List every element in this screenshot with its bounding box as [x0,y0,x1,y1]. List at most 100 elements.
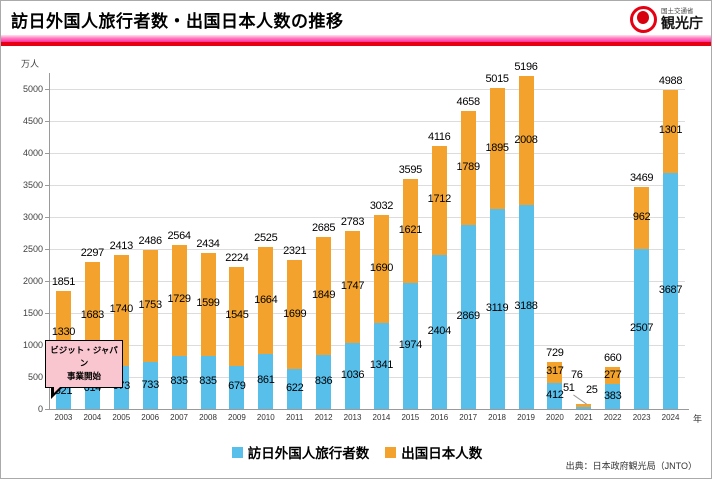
y-tick-label: 4000 [22,148,43,158]
departures-label: 1740 [109,303,134,316]
bar-segment-departures [547,362,563,383]
visitors-label: 1341 [369,359,394,372]
x-tick-label: 2011 [286,413,304,422]
gridline [49,377,685,378]
total-label: 1851 [51,275,76,288]
departures-label: 1690 [369,262,394,275]
bar-segment-visitors [373,323,389,409]
y-tick-label: 4500 [22,116,43,126]
bar-segment-departures [373,215,389,324]
x-tick-label: 2024 [661,413,680,422]
visitors-label: 836 [314,375,333,388]
x-tick-label: 2006 [141,413,160,422]
departures-label: 962 [632,210,651,223]
total-label: 2413 [109,239,134,252]
bar-segment-departures [634,186,650,249]
bar-segment-departures [431,145,447,256]
bar-segment-departures [316,237,332,356]
departures-label: 1599 [196,297,220,310]
y-tick-label: 2500 [22,244,43,254]
bar-segment-departures [576,404,592,408]
bar-segment-visitors [345,342,361,409]
departures-label: 1729 [167,293,191,306]
bar-segment-departures [200,253,216,356]
bar-segment-departures [142,249,158,363]
bar-segment-visitors [460,225,476,409]
departures-label: 1301 [658,124,683,137]
bar-segment-departures [229,266,245,366]
departures-label: 1712 [427,193,452,206]
visitors-label: 1974 [398,338,423,351]
x-tick-label: 2005 [112,413,131,422]
bar-segment-departures [663,89,679,174]
total-label: 2564 [167,229,191,242]
bar-segment-visitors [402,282,418,409]
visitors-label: 383 [603,389,622,402]
y-tick-mark [45,153,49,154]
visitors-label: 3687 [658,284,683,297]
total-label: 3595 [398,163,423,176]
total-label: 4988 [658,74,683,87]
visitors-label: 835 [199,375,217,388]
bar-segment-visitors [229,365,245,409]
departures-label: 277 [603,368,622,381]
legend-label-visitors: 訪日外国人旅行者数 [247,446,370,461]
y-tick-label: 3000 [22,212,43,222]
agency-logo-icon [630,6,657,33]
y-axis-unit-label: 万人 [21,59,40,69]
total-label: 5015 [485,73,509,86]
total-label: 2321 [283,245,307,258]
x-tick-label: 2022 [603,413,622,422]
x-tick-label: 2020 [546,413,564,422]
x-tick-label: 2013 [343,413,362,422]
title-underline-red [1,42,711,46]
title-underline-pink [1,35,711,42]
bar-segment-visitors [316,355,332,409]
departures-label: 317 [546,365,564,378]
gridline [49,313,685,314]
y-tick-mark [45,185,49,186]
total-label: 4658 [456,95,481,108]
departures-label: 1545 [225,309,249,322]
x-tick-label: 2012 [314,413,333,422]
departures-label: 1330 [51,326,76,339]
gridline [49,121,685,122]
visitors-label: 2404 [427,325,452,338]
x-tick-label: 2023 [632,413,651,422]
visitors-label: 412 [546,388,564,401]
total-label: 4116 [428,130,451,143]
visitors-swatch-icon [231,446,243,458]
visitors-label: 2869 [456,310,481,323]
source-note: 出典：日本政府観光局（JNTO） [565,461,697,471]
bar-segment-visitors [576,407,592,409]
total-label: 2297 [80,246,105,259]
departures-label: 51 [562,382,575,395]
bar-segment-visitors [171,355,187,409]
bar-segment-departures [287,260,303,370]
y-tick-label: 1000 [22,340,43,350]
bar-segment-visitors [663,173,679,409]
visitors-label: 25 [585,384,598,397]
visitors-label: 3188 [514,299,538,312]
visitors-label: 679 [228,380,246,393]
y-tick-label: 1500 [22,308,43,318]
logo-ministry-text: 国土交通省 [661,7,694,15]
gridline [49,345,685,346]
visitors-label: 2507 [629,321,654,334]
bar-segment-visitors [605,384,621,409]
total-label: 2434 [196,238,220,251]
agency-logo: 国土交通省 観光庁 [630,6,703,33]
bar-segment-visitors [518,204,534,409]
departures-label: 1664 [254,293,278,306]
total-label: 729 [546,347,564,360]
x-tick-label: 2003 [54,413,73,422]
visitors-label: 1036 [340,368,365,381]
visit-japan-annotation: ビジット・ジャパン 事業開始 [45,340,123,398]
gridline [49,249,685,250]
bar-segment-departures [460,110,476,226]
x-tick-label: 2010 [256,413,275,422]
legend-item-departures: 出国日本人数 [385,442,482,462]
x-tick-label: 2014 [372,413,391,422]
total-label: 2783 [340,215,365,228]
